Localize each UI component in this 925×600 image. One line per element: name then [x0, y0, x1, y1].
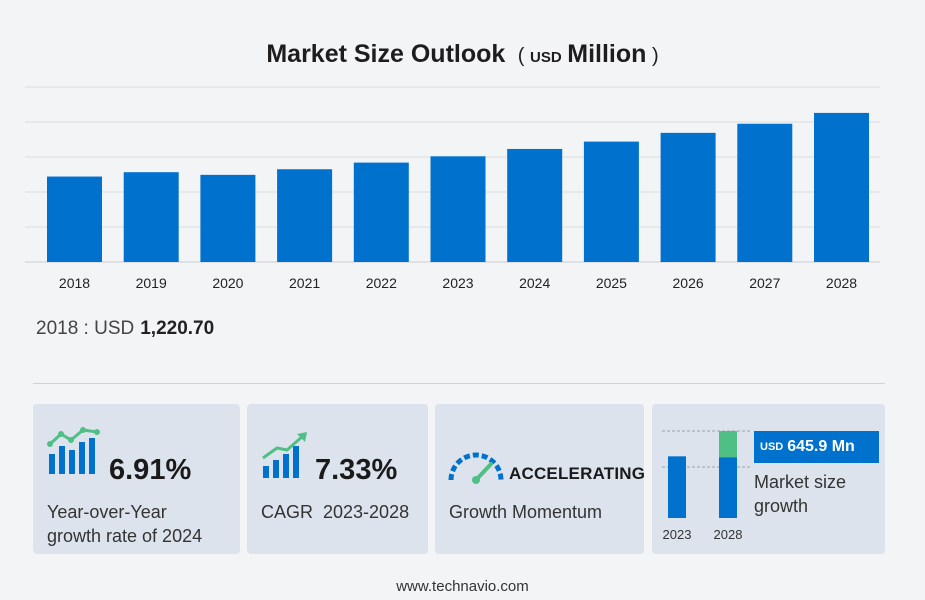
chart-title: Market Size Outlook ( USD Million ) [266, 40, 659, 68]
x-tick-2021: 2021 [289, 275, 320, 291]
footer-url: www.technavio.com [396, 578, 529, 595]
title-currency: USD [530, 49, 562, 66]
base-year-value: 2018 : USD 1,220.70 [36, 318, 214, 340]
x-tick-2019: 2019 [136, 275, 167, 291]
growth-amount-badge: USD 645.9 Mn [754, 431, 879, 463]
x-tick-2020: 2020 [212, 275, 243, 291]
bar-2021 [277, 169, 333, 262]
yoy-growth-value: 6.91% [109, 454, 192, 486]
bar-2023 [430, 156, 486, 262]
x-tick-2018: 2018 [59, 275, 90, 291]
rising-bars-icon [262, 432, 307, 478]
section-divider [33, 383, 885, 384]
bar-2024 [507, 148, 563, 262]
mini-tick-2023: 2023 [663, 527, 692, 542]
badge-value: 645.9 Mn [787, 438, 855, 455]
growth-momentum-card: ACCELERATING Growth Momentum [435, 404, 646, 554]
momentum-label: Growth Momentum [449, 502, 603, 522]
bar-2028 [814, 112, 869, 263]
base-year-label: 2018 : USD [36, 318, 135, 339]
title-main: Market Size Outlook [266, 40, 506, 68]
mini-bar-2023 [668, 456, 686, 518]
market-growth-card: 2023 2028 USD 645.9 Mn Market size growth [652, 404, 885, 554]
market-size-bar-chart: 2018 2019 2020 2021 2022 2023 2024 2025 2026 2027… [25, 86, 880, 291]
x-tick-2022: 2022 [366, 275, 397, 291]
title-unit: Million [567, 40, 647, 68]
x-tick-2024: 2024 [519, 275, 550, 291]
bar-2022 [353, 162, 409, 262]
cagr-label: CAGR 2023-2028 [261, 502, 410, 522]
chart-bars [47, 112, 869, 263]
cagr-value: 7.33% [315, 454, 398, 486]
x-tick-2023: 2023 [442, 275, 473, 291]
bar-2020 [200, 174, 256, 262]
speedometer-icon [448, 452, 504, 484]
x-tick-2026: 2026 [673, 275, 704, 291]
base-year-amount: 1,220.70 [140, 318, 215, 339]
mini-tick-2028: 2028 [714, 527, 743, 542]
badge-currency: USD [760, 441, 784, 453]
yoy-growth-card: 6.91% Year-over-Year growth rate of 2024 [33, 404, 240, 554]
cagr-card: 7.33% CAGR 2023-2028 [247, 404, 428, 554]
bar-2018 [47, 176, 102, 262]
bar-2027 [737, 123, 793, 262]
momentum-value: ACCELERATING [509, 464, 646, 483]
mini-bar-growth-segment [719, 431, 737, 458]
growth-bars-icon [47, 427, 100, 474]
bar-2019 [123, 172, 179, 262]
x-tick-2025: 2025 [596, 275, 627, 291]
chart-x-ticks: 2018 2019 2020 2021 2022 2023 2024 2025 2026 2027… [59, 275, 857, 291]
x-tick-2028: 2028 [826, 275, 857, 291]
market-growth-label: Market size growth [754, 472, 847, 516]
yoy-growth-label: Year-over-Year growth rate of 2024 [47, 502, 203, 546]
mini-growth-chart: 2023 2028 [662, 430, 752, 542]
bar-2025 [583, 141, 639, 262]
bar-2026 [660, 132, 716, 262]
x-tick-2027: 2027 [749, 275, 780, 291]
